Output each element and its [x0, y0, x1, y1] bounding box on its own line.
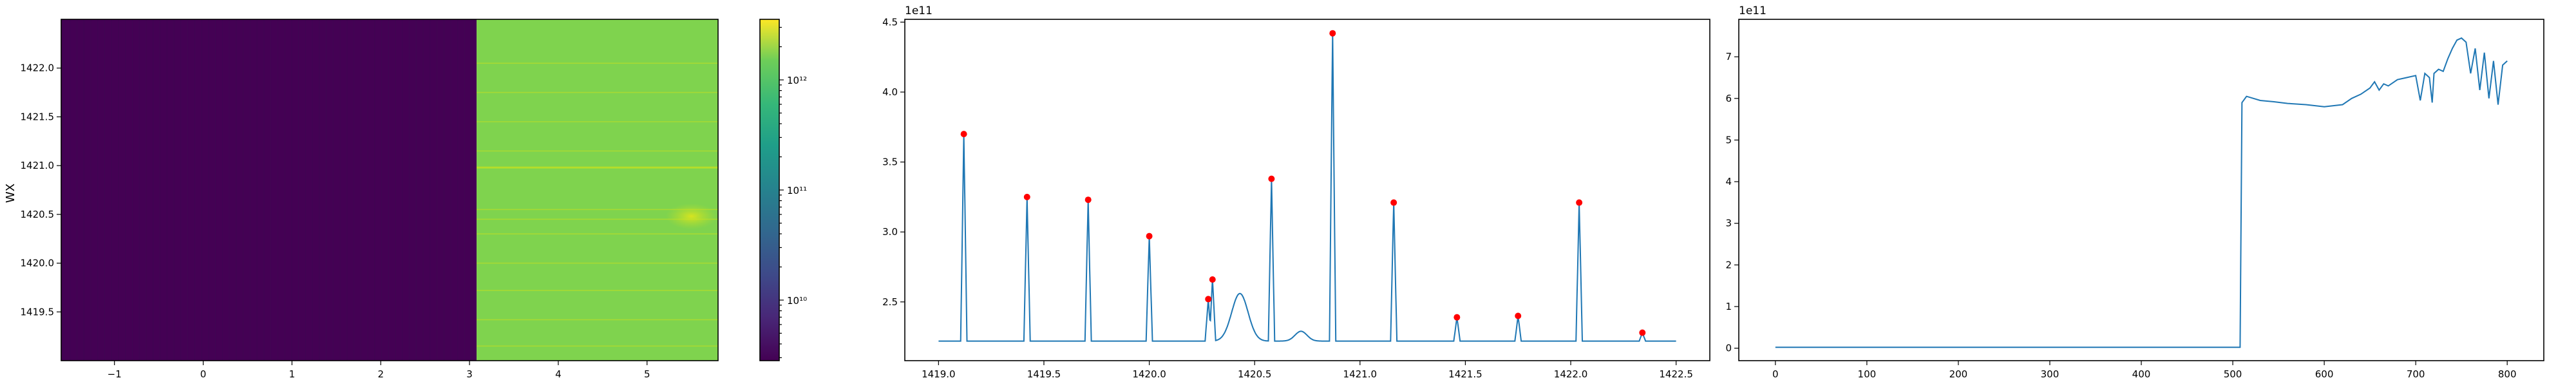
y-tick-label: 5 [1725, 134, 1732, 146]
x-tick-label: 1 [289, 368, 296, 380]
spectrum-y-axis: 0 1 2 3 4 5 6 7 [1725, 51, 1739, 354]
peaks-y-axis: 2.5 3.0 3.5 4.0 4.5 [882, 16, 905, 308]
heatmap-plot-area [61, 19, 719, 361]
x-tick-label: 400 [2132, 368, 2151, 380]
heatmap-y-label: WX [4, 184, 17, 203]
spectrum-frame [1738, 19, 2544, 361]
peaks-frame [904, 19, 1710, 361]
x-tick-label: −1 [108, 368, 122, 380]
peaks-series-line [938, 33, 1676, 342]
colorbar-tick-label: 10¹¹ [787, 185, 807, 196]
heatmap-high-region [477, 19, 718, 361]
x-tick-label: 1420.0 [1132, 368, 1166, 380]
heatmap-x-axis: −1 0 1 2 3 4 5 [108, 361, 650, 380]
colorbar-tick-label: 10¹⁰ [787, 295, 807, 307]
y-tick-label: 7 [1725, 51, 1732, 62]
peak-marker [1639, 329, 1646, 336]
y-tick-label: 2.5 [882, 296, 898, 308]
y-tick-label: 2 [1725, 259, 1732, 270]
peak-marker [1576, 199, 1583, 206]
y-tick-label: 1421.5 [21, 111, 55, 122]
x-tick-label: 2 [377, 368, 384, 380]
peak-marker [1268, 175, 1275, 182]
peak-marker [1390, 199, 1397, 206]
peak-marker [1454, 314, 1461, 321]
x-tick-label: 1422.5 [1659, 368, 1693, 380]
x-tick-label: 1422.0 [1554, 368, 1588, 380]
y-tick-label: 6 [1725, 93, 1732, 104]
y-tick-label: 1419.5 [21, 306, 55, 318]
peak-marker [1329, 30, 1336, 37]
peak-marker [1515, 312, 1522, 319]
peaks-offset-label: 1e11 [905, 5, 933, 17]
peaks-panel: 1e11 1419.0 1419.5 1420.0 1420.5 1421.0 1421.… [882, 5, 1710, 380]
y-tick-label: 1 [1725, 301, 1732, 312]
x-tick-label: 4 [555, 368, 562, 380]
x-tick-label: 0 [200, 368, 207, 380]
y-tick-label: 3 [1725, 218, 1732, 229]
heatmap-hotspot [665, 203, 717, 229]
peaks-plot-area [904, 19, 1710, 361]
spectrum-series-line [1775, 37, 2508, 348]
x-tick-label: 3 [466, 368, 473, 380]
y-tick-label: 4 [1725, 176, 1732, 187]
x-tick-label: 1421.0 [1343, 368, 1378, 380]
colorbar-ticks: 10¹² 10¹¹ 10¹⁰ [779, 26, 807, 358]
x-tick-label: 1421.5 [1448, 368, 1482, 380]
x-tick-label: 300 [2041, 368, 2060, 380]
x-tick-label: 1420.5 [1238, 368, 1272, 380]
y-tick-label: 4.5 [882, 16, 898, 28]
peak-marker [1205, 296, 1212, 303]
y-tick-label: 1421.0 [21, 160, 55, 171]
x-tick-label: 5 [644, 368, 650, 380]
peak-marker [1209, 276, 1216, 283]
spectrum-panel: 1e11 0 100 200 300 400 500 600 700 800 0 1 2 3 4 5 6 7 [1725, 5, 2544, 380]
y-tick-label: 1420.5 [21, 209, 55, 220]
spectrum-x-axis: 0 100 200 300 400 500 600 700 800 [1772, 361, 2517, 380]
y-tick-label: 1420.0 [21, 258, 55, 269]
peak-marker [1146, 232, 1153, 240]
y-tick-label: 4.0 [882, 86, 898, 98]
x-tick-label: 1419.5 [1027, 368, 1061, 380]
peak-marker [960, 131, 967, 138]
colorbar-gradient [760, 19, 779, 361]
x-tick-label: 0 [1772, 368, 1779, 380]
heatmap-low-region [61, 19, 477, 361]
x-tick-label: 500 [2224, 368, 2242, 380]
x-tick-label: 700 [2407, 368, 2425, 380]
spectrum-plot-area [1738, 19, 2544, 361]
peak-marker [1023, 193, 1030, 200]
peaks-x-axis: 1419.0 1419.5 1420.0 1420.5 1421.0 1421.5 1422… [922, 361, 1693, 380]
x-tick-label: 200 [1949, 368, 1968, 380]
x-tick-label: 100 [1858, 368, 1877, 380]
y-tick-label: 0 [1725, 343, 1732, 354]
heatmap-frame [61, 19, 719, 361]
y-tick-label: 3.5 [882, 157, 898, 168]
peak-marker [1084, 196, 1092, 204]
colorbar: 10¹² 10¹¹ 10¹⁰ [759, 19, 807, 361]
spectrum-offset-label: 1e11 [1739, 5, 1766, 17]
x-tick-label: 800 [2498, 368, 2517, 380]
heatmap-panel: −1 0 1 2 3 4 5 1419.51420.01420.51421.01421.51… [4, 19, 719, 380]
y-tick-label: 1422.0 [21, 62, 55, 74]
colorbar-tick-label: 10¹² [787, 75, 807, 86]
x-tick-label: 1419.0 [922, 368, 956, 380]
y-tick-label: 3.0 [882, 226, 898, 238]
heatmap-y-axis: 1419.5 1420.0 1420.5 1421.0 1421.5 1422.0 [21, 62, 61, 318]
x-tick-label: 600 [2315, 368, 2334, 380]
